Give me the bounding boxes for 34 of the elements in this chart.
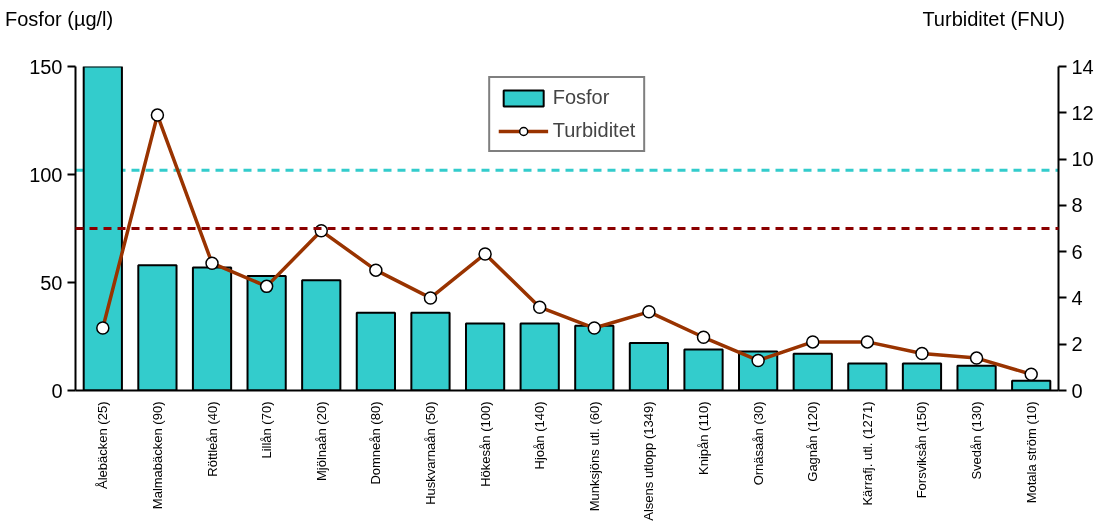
y2-tick-label: 4 xyxy=(1071,286,1083,309)
y-axis-title: Fosfor (µg/l) xyxy=(5,7,114,32)
y2-tick-label: 10 xyxy=(1071,148,1094,171)
x-tick-label: Hjoån (140) xyxy=(532,401,548,470)
x-tick-label: Forsviksån (150) xyxy=(914,401,930,499)
x-tick-label: Huskvarnaån (50) xyxy=(422,401,438,505)
y2-tick-label: 2 xyxy=(1071,333,1083,356)
y2-tick-label: 6 xyxy=(1071,240,1083,263)
x-tick-label: Ornäsaån (30) xyxy=(750,401,766,486)
x-tick-label: Motala ström (10) xyxy=(1023,401,1039,504)
x-tick-label: Lillån (70) xyxy=(259,401,275,459)
y2-axis-title: Turbiditet (FNU) xyxy=(922,7,1065,32)
x-tick-label: Ålebäcken (25) xyxy=(95,401,111,489)
y2-tick-label: 14 xyxy=(1071,55,1094,78)
legend-label: Fosfor xyxy=(552,86,610,109)
y2-tick-label: 12 xyxy=(1071,101,1094,124)
y-tick-label: 50 xyxy=(40,271,63,294)
y-tick-label: 0 xyxy=(51,379,63,402)
x-tick-label: Alsens utlopp (1349) xyxy=(641,401,657,521)
y-tick-label: 100 xyxy=(29,163,63,186)
x-tick-label: Knipån (110) xyxy=(696,401,712,475)
x-tick-label: Kärrafj. utl. (1271) xyxy=(859,401,875,506)
x-tick-label: Gagnån (120) xyxy=(805,401,821,482)
legend-label: Turbiditet xyxy=(552,119,636,142)
y2-tick-label: 8 xyxy=(1071,194,1083,217)
x-tick-label: Hökesån (100) xyxy=(477,401,493,487)
x-tick-label: Munksjöns utl. (60) xyxy=(586,401,602,512)
x-tick-label: Malmabäcken (90) xyxy=(149,401,165,510)
x-tick-label: Röttleån (40) xyxy=(204,401,220,477)
x-tick-label: Mjölnaån (20) xyxy=(313,401,329,481)
y-tick-label: 150 xyxy=(29,55,63,78)
x-tick-label: Domneån (80) xyxy=(368,401,384,485)
y2-tick-label: 0 xyxy=(1071,379,1083,402)
x-tick-label: Svedån (130) xyxy=(969,401,985,480)
